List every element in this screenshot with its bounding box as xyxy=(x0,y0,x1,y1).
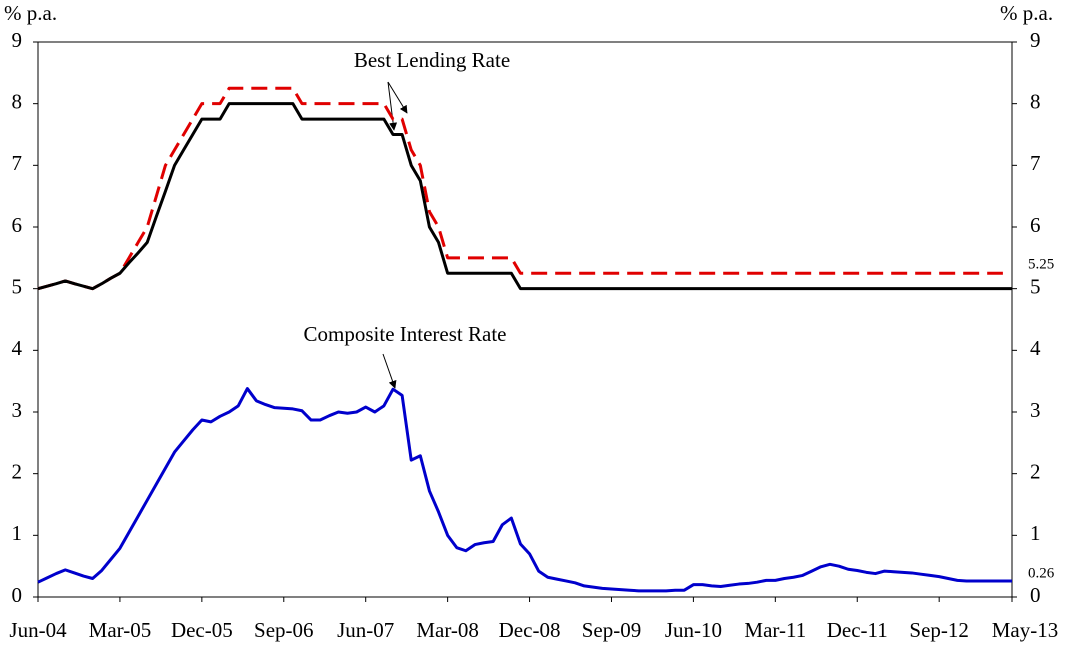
y-tick-label: 8 xyxy=(12,89,23,113)
y2-axis-label: % p.a. xyxy=(1000,1,1053,25)
series-line xyxy=(37,102,1012,291)
y-tick-label: 7 xyxy=(12,151,23,175)
annotation: Composite Interest Rate xyxy=(304,322,507,346)
x-tick-label: Dec-11 xyxy=(827,618,888,642)
x-tick-label: Mar-08 xyxy=(416,618,479,642)
y-tick-label: 4 xyxy=(12,336,23,360)
y-tick-label: 0 xyxy=(12,583,23,607)
y-tick-label: 6 xyxy=(12,213,23,237)
x-tick-label: Jun-10 xyxy=(665,618,722,642)
y2-tick-label: 8 xyxy=(1030,89,1041,113)
x-tick-label: Sep-06 xyxy=(254,618,314,642)
x-tick-label: Sep-09 xyxy=(582,618,642,642)
y-tick-label: 3 xyxy=(12,398,23,422)
x-tick-label: Jun-04 xyxy=(9,618,67,642)
series-line xyxy=(37,387,1012,593)
y2-tick-label: 4 xyxy=(1030,336,1041,360)
y-axis-label: % p.a. xyxy=(4,1,57,25)
y2-tick-label: 5 xyxy=(1030,274,1041,298)
series-line xyxy=(37,86,1003,291)
annotation-arrow xyxy=(382,353,397,389)
y2-tick-label: 9 xyxy=(1030,28,1041,52)
y2-tick-label: 2 xyxy=(1030,459,1041,483)
x-tick-label: Mar-11 xyxy=(744,618,806,642)
x-tick-label: Mar-05 xyxy=(89,618,152,642)
x-tick-label: Sep-12 xyxy=(909,618,969,642)
end-label: 0.26 xyxy=(1028,565,1055,581)
y2-tick-label: 0 xyxy=(1030,583,1041,607)
y-tick-label: 5 xyxy=(12,274,23,298)
y-tick-label: 2 xyxy=(12,459,23,483)
y2-tick-label: 3 xyxy=(1030,398,1041,422)
x-tick-label: Dec-08 xyxy=(499,618,561,642)
annotation: Best Lending Rate xyxy=(354,48,510,72)
annotation-arrow xyxy=(387,81,398,131)
y-tick-label: 1 xyxy=(12,521,23,545)
y2-tick-label: 6 xyxy=(1030,213,1041,237)
x-tick-label: Dec-05 xyxy=(171,618,233,642)
annotation-arrow xyxy=(387,81,408,114)
end-label: 5.25 xyxy=(1028,256,1054,272)
x-tick-label: May-13 xyxy=(992,618,1059,642)
x-tick-label: Jun-07 xyxy=(337,618,394,642)
y2-tick-label: 7 xyxy=(1030,151,1041,175)
y2-tick-label: 1 xyxy=(1030,521,1041,545)
y-tick-label: 9 xyxy=(12,28,23,52)
plot-frame xyxy=(37,41,1013,598)
